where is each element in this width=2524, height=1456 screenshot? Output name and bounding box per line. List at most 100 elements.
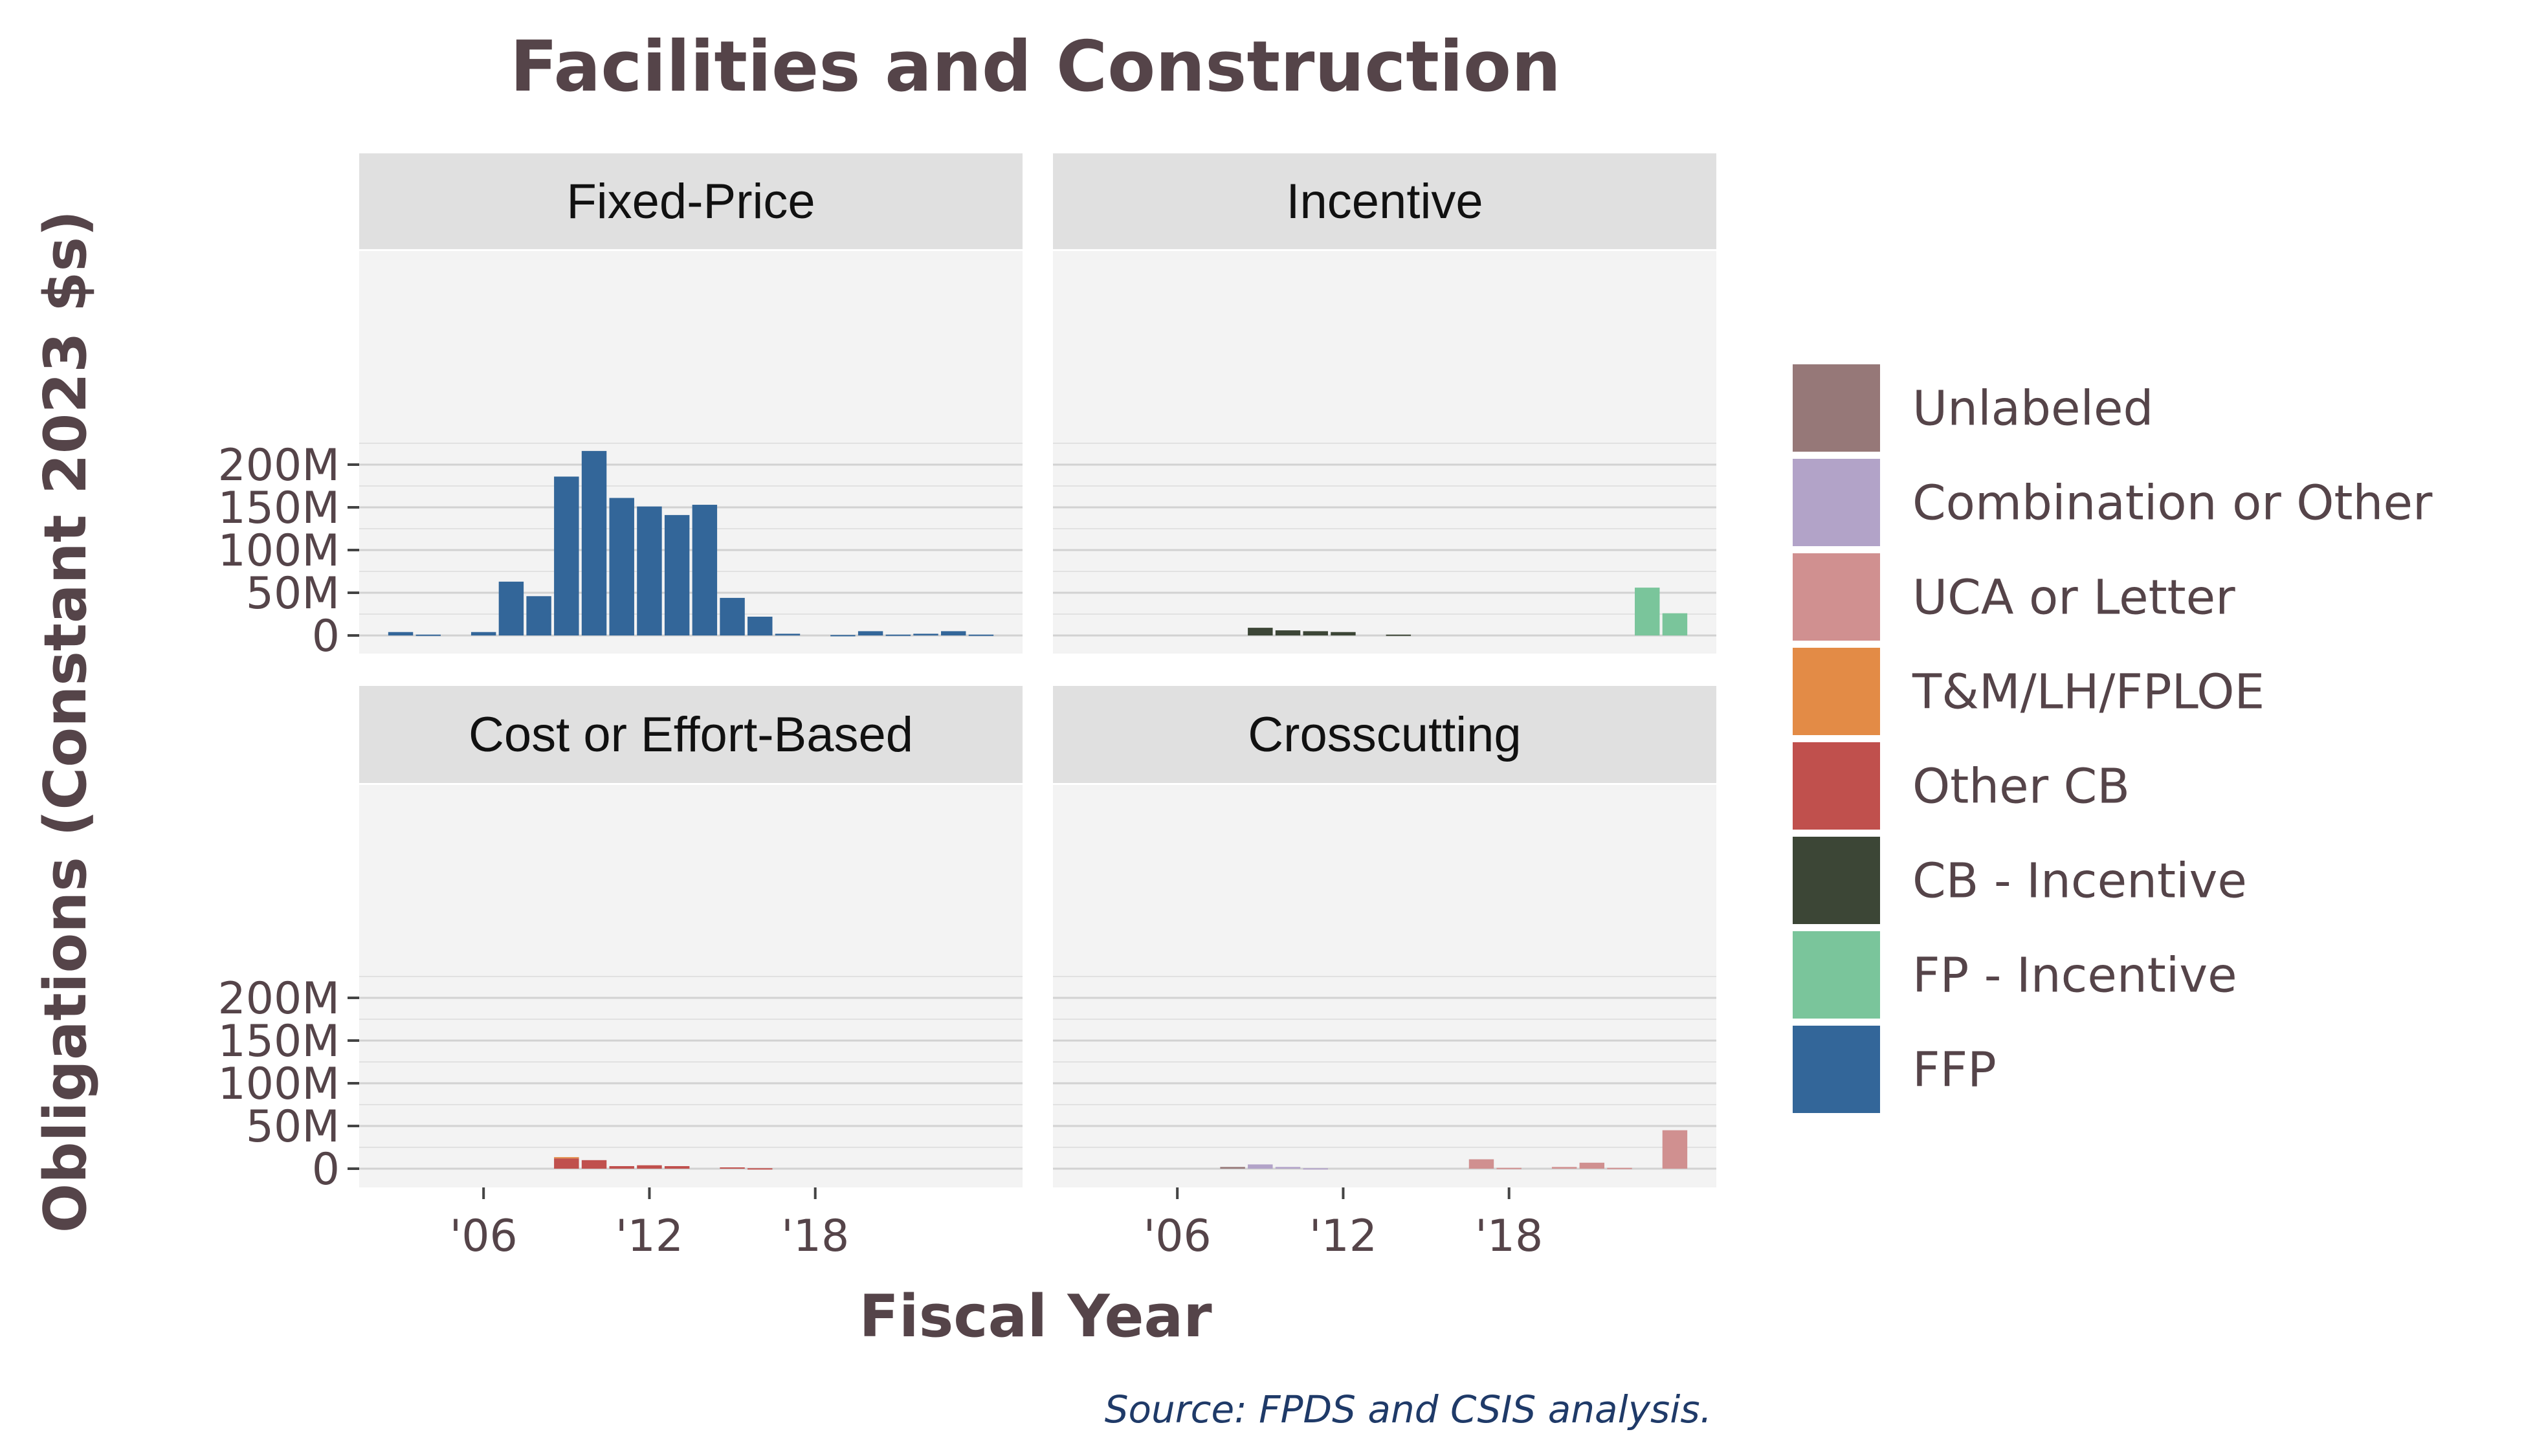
panel-plot-area <box>359 785 1023 1187</box>
bar-2010-combination-or-other <box>1275 1167 1301 1169</box>
panel-strip <box>1053 153 1716 249</box>
bar-2012-cb-incentive <box>1331 632 1356 635</box>
bar-2020-ffp <box>858 631 883 635</box>
y-tick-label: 150M <box>218 1016 340 1067</box>
bar-2008-unlabeled <box>1220 1167 1245 1169</box>
y-tick-label: 150M <box>218 483 340 534</box>
legend-swatch <box>1793 837 1880 924</box>
bar-2023-fp-incentive <box>1635 588 1660 635</box>
bar-2020-uca-or-letter <box>1551 1167 1577 1169</box>
x-tick-label: '12 <box>615 1211 683 1262</box>
bar-2017-uca-or-letter <box>1468 1159 1494 1169</box>
legend-swatch <box>1793 459 1880 546</box>
bar-2010-cb-incentive <box>1275 630 1301 635</box>
bar-2008-ffp <box>526 596 551 635</box>
bar-2024-uca-or-letter <box>1662 1130 1688 1169</box>
panel-strip-label: Cost or Effort-Based <box>469 707 913 762</box>
bar-2009-t-m-lh-fploe <box>554 1157 579 1159</box>
bar-2017-ffp <box>775 634 801 635</box>
bar-2022-uca-or-letter <box>1607 1167 1632 1169</box>
y-tick-label: 0 <box>312 1144 340 1195</box>
y-tick-label: 200M <box>218 973 340 1024</box>
bar-2013-ffp <box>664 514 690 635</box>
legend-label: FFP <box>1912 1042 1997 1098</box>
legend-label: Combination or Other <box>1912 476 2433 531</box>
y-tick-label: 50M <box>246 568 340 619</box>
x-tick-label: '12 <box>1309 1211 1377 1262</box>
panel-plot-area <box>1053 251 1716 654</box>
panel-strip <box>359 153 1023 249</box>
bar-2006-ffp <box>470 632 496 635</box>
legend-item-ffp: FFP <box>1793 1026 1997 1113</box>
x-tick-label: '18 <box>781 1211 849 1262</box>
legend-swatch <box>1793 553 1880 641</box>
legend-label: T&M/LH/FPLOE <box>1912 665 2264 720</box>
legend-label: Unlabeled <box>1912 381 2154 437</box>
bar-2009-other-cb <box>554 1158 579 1169</box>
y-axis-title: Obligations (Constant 2023 $s) <box>32 210 100 1233</box>
panel-plot-area <box>1053 785 1716 1187</box>
bar-2004-ffp <box>415 634 441 636</box>
bar-2014-cb-incentive <box>1386 634 1411 636</box>
bar-2010-ffp <box>581 450 607 635</box>
bar-2012-other-cb <box>637 1165 662 1169</box>
bar-2015-ffp <box>720 597 745 635</box>
legend-item-uca-or-letter: UCA or Letter <box>1793 553 2235 641</box>
y-tick-label: 100M <box>218 1059 340 1110</box>
panel-strip <box>1053 686 1716 783</box>
y-tick-label: 200M <box>218 440 340 491</box>
chart-title: Facilities and Construction <box>510 27 1561 107</box>
bar-2009-ffp <box>554 476 579 635</box>
bar-2011-other-cb <box>609 1166 634 1169</box>
y-tick-label: 50M <box>246 1101 340 1153</box>
x-tick-label: '06 <box>1144 1211 1212 1262</box>
legend-swatch <box>1793 364 1880 452</box>
legend-label: UCA or Letter <box>1912 570 2235 626</box>
legend-item-combination-or-other: Combination or Other <box>1793 459 2433 546</box>
legend-item-other-cb: Other CB <box>1793 742 2130 830</box>
bar-2016-other-cb <box>747 1168 773 1170</box>
legend-label: FP - Incentive <box>1912 948 2237 1004</box>
bar-2021-uca-or-letter <box>1579 1162 1605 1169</box>
panel-incentive: Incentive <box>1053 153 1716 654</box>
legend-swatch <box>1793 648 1880 735</box>
panel-strip <box>359 686 1023 783</box>
bar-2007-ffp <box>498 581 524 635</box>
bar-2011-combination-or-other <box>1303 1168 1328 1170</box>
legend-item-unlabeled: Unlabeled <box>1793 364 2154 452</box>
bar-2010-other-cb <box>581 1160 607 1169</box>
bar-2014-ffp <box>692 505 718 635</box>
bar-2013-other-cb <box>664 1166 690 1169</box>
legend-label: CB - Incentive <box>1912 854 2247 909</box>
y-tick-label: 100M <box>218 525 340 577</box>
source-note: Source: FPDS and CSIS analysis. <box>1105 1387 1712 1431</box>
x-tick-label: '18 <box>1475 1211 1543 1262</box>
legend-swatch <box>1793 1026 1880 1113</box>
bar-2015-other-cb <box>720 1167 745 1169</box>
bar-2019-ffp <box>830 635 856 637</box>
facet-panels: Fixed-Price050M100M150M200MIncentiveCost… <box>218 153 1716 1262</box>
bar-2022-ffp <box>913 634 938 635</box>
bar-2003-ffp <box>388 632 414 635</box>
x-axis-title: Fiscal Year <box>859 1283 1212 1351</box>
panel-strip-label: Fixed-Price <box>566 174 815 229</box>
legend-item-cb-incentive: CB - Incentive <box>1793 837 2247 924</box>
bar-2024-ffp <box>968 634 994 636</box>
bar-2012-ffp <box>637 506 662 635</box>
legend-item-t-m-lh-fploe: T&M/LH/FPLOE <box>1793 648 2264 735</box>
panel-crosscutting: Crosscutting '06 '12 '18 <box>1053 686 1716 1262</box>
bar-2018-uca-or-letter <box>1496 1167 1522 1169</box>
panel-plot-area <box>359 251 1023 654</box>
legend-swatch <box>1793 742 1880 830</box>
bar-2016-ffp <box>747 616 773 635</box>
bar-2024-fp-incentive <box>1662 613 1688 635</box>
legend: Unlabeled Combination or Other UCA or Lett… <box>1793 364 2433 1113</box>
x-tick-label: '06 <box>450 1211 518 1262</box>
legend-swatch <box>1793 931 1880 1019</box>
panel-strip-label: Incentive <box>1286 174 1483 229</box>
bar-2009-combination-or-other <box>1248 1164 1273 1169</box>
legend-item-fp-incentive: FP - Incentive <box>1793 931 2237 1019</box>
